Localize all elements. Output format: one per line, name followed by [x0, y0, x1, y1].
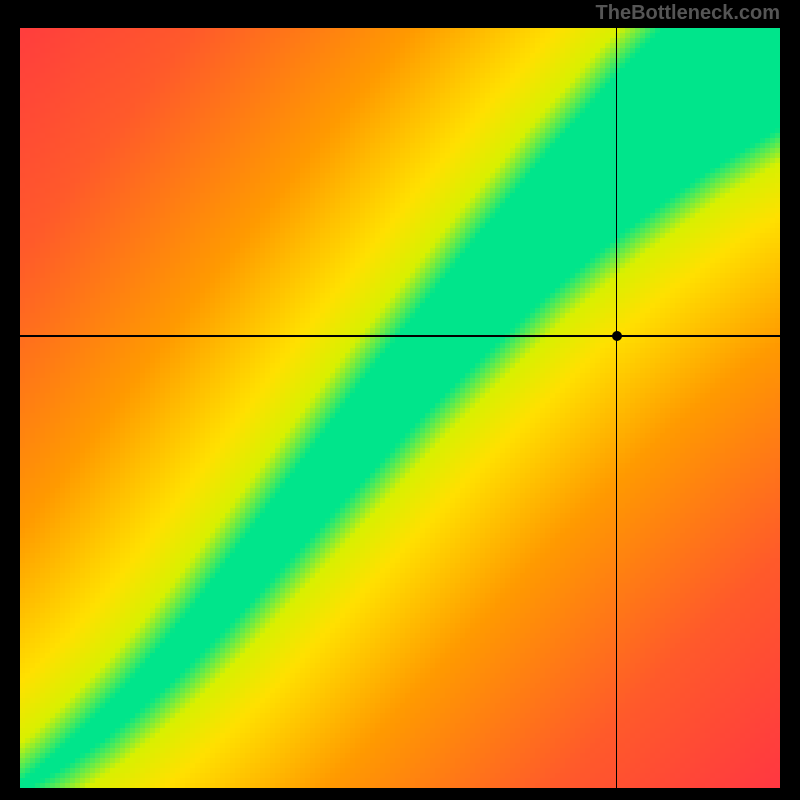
crosshair-horizontal — [20, 335, 780, 337]
crosshair-vertical — [616, 28, 618, 788]
chart-container: TheBottleneck.com — [0, 0, 800, 800]
heatmap-canvas — [20, 28, 780, 788]
watermark-text: TheBottleneck.com — [596, 2, 780, 25]
plot-area — [20, 28, 780, 788]
marker-dot — [612, 331, 622, 341]
